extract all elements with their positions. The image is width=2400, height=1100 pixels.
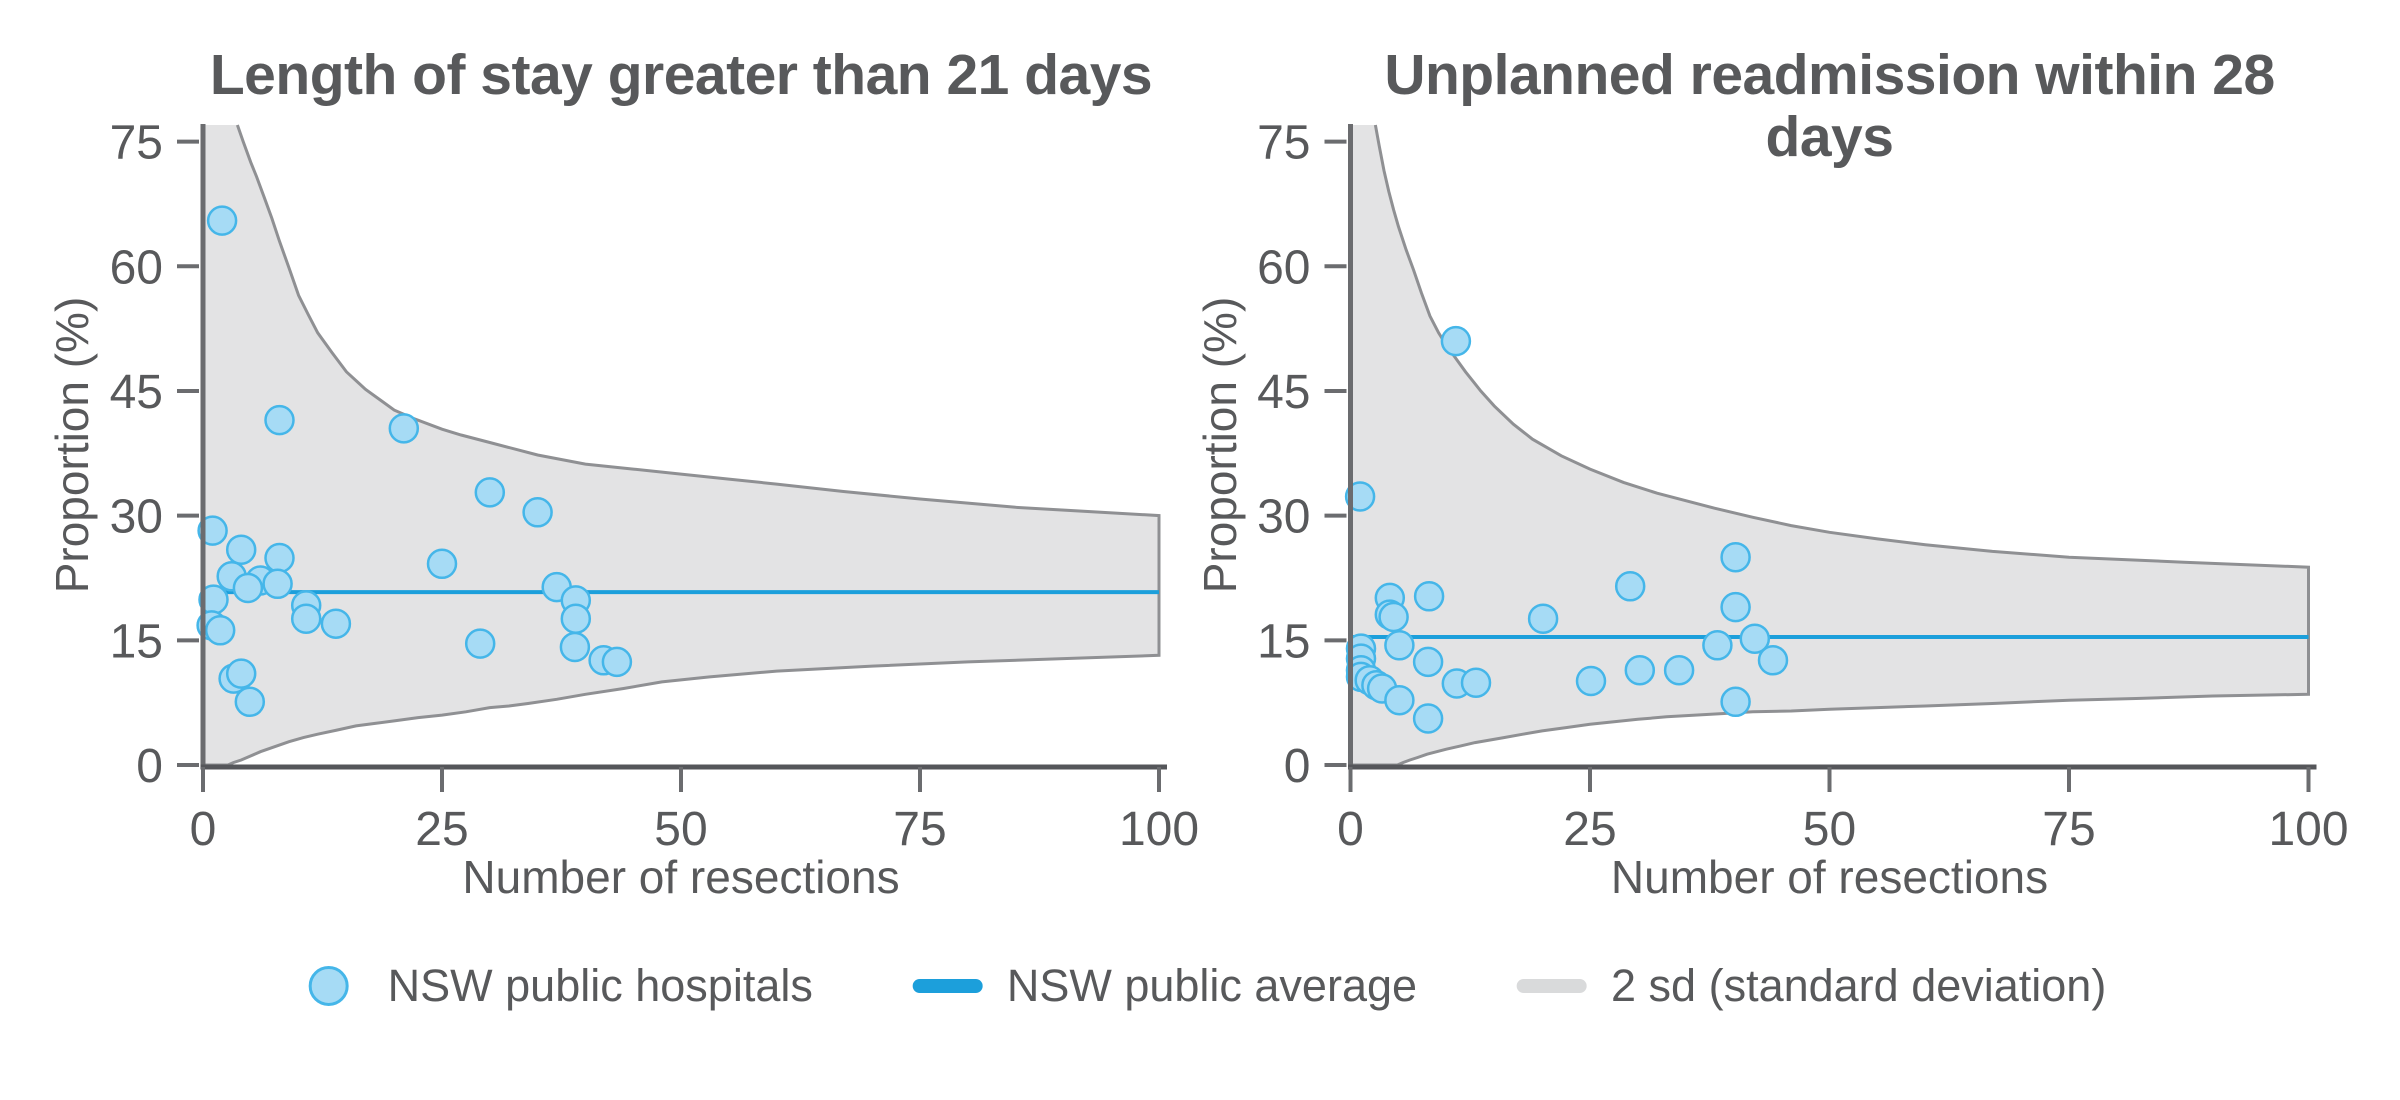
data-point [1702,630,1733,661]
data-point [1384,684,1415,716]
data-point [225,534,257,565]
data-point [234,686,266,718]
x-tick-label: 50 [654,803,707,856]
legend-item-hospitals: NSW public hospitals [294,960,813,1012]
data-point [1614,571,1646,602]
data-point [206,205,238,236]
y-tick-label: 75 [1257,117,1310,170]
funnel-plot-left: 0 15 30 45 60 75 0 25 50 75 100 [110,117,1199,856]
legend-item-average: NSW public average [912,960,1418,1012]
data-point [197,515,228,546]
x-tick-label: 100 [1119,803,1199,856]
plot-title-right: Unplanned readmission within 28 days [1384,43,2275,169]
y-tick-label: 0 [1284,740,1311,793]
x-tick-label: 75 [893,803,946,856]
y-tick-label: 45 [1257,366,1310,419]
y-tick-label: 60 [1257,241,1310,294]
y-tick-label: 15 [110,615,163,668]
data-point [262,568,293,600]
data-point [232,572,264,604]
data-point [290,603,322,634]
data-point [1384,630,1415,661]
legend-sd-band-icon [1517,979,1588,993]
funnel-plot-right: 0 15 30 45 60 75 0 25 50 75 100 [1257,117,2348,856]
y-tick-label: 60 [110,241,163,294]
y-tick-label: 75 [110,117,163,170]
legend: NSW public hospitals NSW public average … [294,958,2106,1014]
legend-hospitals-label: NSW public hospitals [387,960,813,1011]
data-point [601,646,633,678]
legend-average-label: NSW public average [1006,960,1418,1011]
data-point [264,542,295,574]
y-tick-label: 30 [110,491,163,544]
x-tick-label: 75 [2042,803,2095,856]
x-tick-label: 25 [415,803,468,856]
legend-dot-icon [308,966,349,1006]
data-point [1624,654,1656,686]
legend-average-line-icon [912,979,983,993]
legend-sd-label: 2 sd (standard deviation) [1611,960,2107,1011]
y-tick-label: 30 [1257,491,1310,544]
y-axis-label-left: Proportion (%) [46,296,98,594]
data-point [1720,686,1751,718]
x-tick-label: 50 [1803,803,1856,856]
data-point [559,631,591,663]
sd-band-area [1350,125,2309,765]
data-point [320,608,352,639]
data-point [1739,623,1771,654]
data-point [522,497,553,528]
data-point [225,658,257,689]
data-point [560,603,592,634]
data-point [1757,645,1789,676]
data-point [1413,581,1445,612]
legend-hospitals-marker-slot [294,966,364,1006]
data-point [1344,481,1376,512]
data-point [426,548,458,580]
y-tick-label: 0 [136,740,163,793]
legend-sd-marker-slot [1517,979,1588,993]
x-tick-label: 0 [190,803,217,856]
x-tick-label: 25 [1563,803,1616,856]
data-point [388,413,420,444]
data-point [1663,654,1695,686]
plot-title-left: Length of stay greater than 21 days [209,43,1153,107]
legend-item-sd: 2 sd (standard deviation) [1517,960,2106,1012]
data-point [1412,703,1444,734]
y-tick-label: 45 [110,366,163,419]
data-point [1460,667,1492,698]
legend-average-marker-slot [912,979,983,993]
sd-band-area [203,125,1159,765]
y-tick-label: 15 [1257,615,1310,668]
data-point [1440,325,1472,357]
x-tick-label: 0 [1337,803,1364,856]
data-point [1720,541,1751,573]
x-tick-label: 100 [2268,803,2348,856]
y-axis-label-right: Proportion (%) [1194,296,1246,594]
data-point [1527,603,1559,634]
data-point [464,628,496,659]
sd-band-outline [203,124,1161,767]
data-point [1412,646,1444,678]
x-axis-label-left: Number of resections [462,851,900,903]
data-point [1378,601,1409,633]
data-point [1720,591,1751,623]
data-point [474,477,506,508]
data-point [204,615,236,646]
data-point [1575,665,1607,697]
x-axis-label-right: Number of resections [1610,851,2049,903]
data-point [264,404,295,436]
